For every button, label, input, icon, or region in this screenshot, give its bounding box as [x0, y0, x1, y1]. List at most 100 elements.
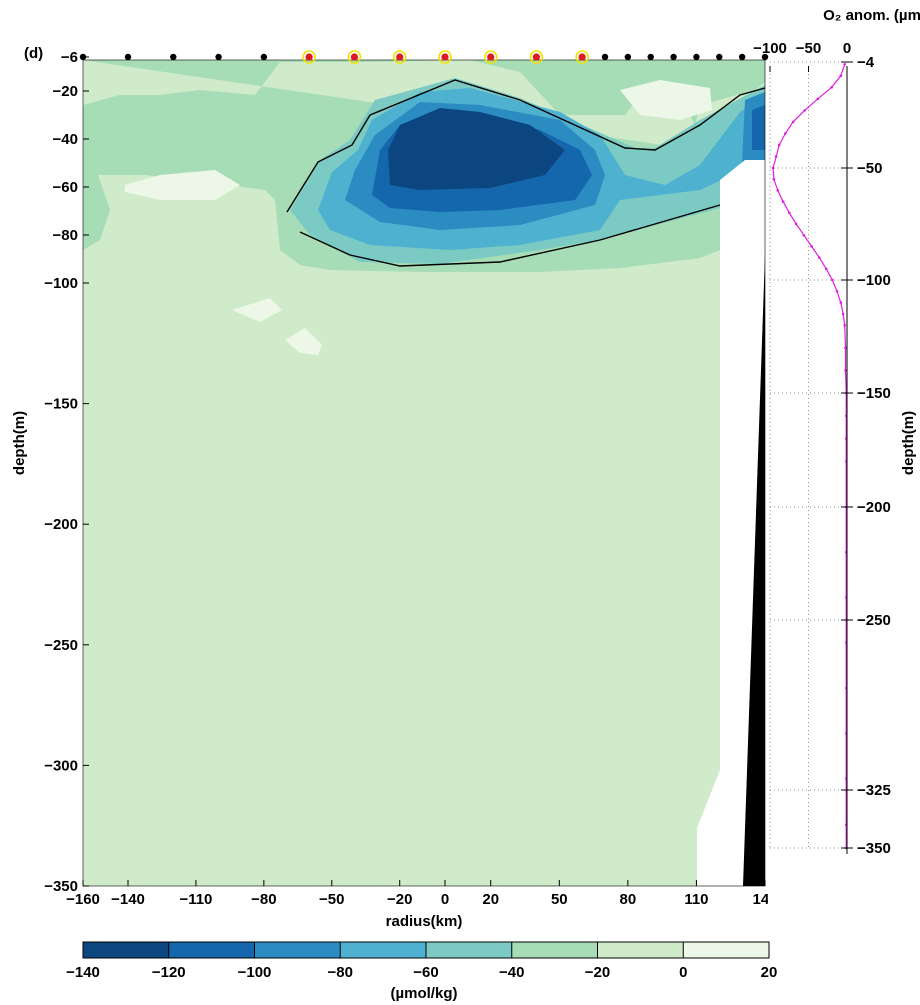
profile-point	[791, 120, 795, 124]
bottom-mask	[697, 160, 765, 886]
station-marker-highlighted	[350, 53, 359, 61]
profile-y-tick-label: −325	[857, 782, 891, 799]
colorbar-cell	[83, 942, 169, 958]
profile-x-tick-label: −100	[753, 40, 787, 57]
colorbar-cells	[83, 942, 769, 958]
plot-area-frame	[82, 59, 766, 887]
colorbar-tick-label: 20	[761, 964, 778, 981]
station-marker	[624, 53, 632, 61]
x-tick-label: 20	[482, 891, 499, 908]
y-tick-label: −150	[44, 396, 78, 413]
y-tick-label: −200	[44, 516, 78, 533]
colorbar-tick-label: −80	[328, 964, 353, 981]
station-marker-highlighted	[532, 53, 541, 61]
colorbar: −140 −120 −100 −80 −60 −40 −20 0 20 (µmol/kg)	[66, 941, 777, 1002]
y-tick-label: −20	[53, 83, 78, 100]
profile-point	[776, 189, 779, 192]
station-marker	[260, 53, 268, 61]
x-axis-label: radius(km)	[386, 913, 463, 930]
y-tick-label: −250	[44, 637, 78, 654]
station-highlight-ring	[392, 50, 407, 64]
station-marker	[738, 53, 746, 61]
profile-point	[843, 323, 846, 327]
colorbar-tick-label: −140	[66, 964, 100, 981]
anomaly-band-plus-patch-4	[285, 328, 322, 355]
station-highlight-ring	[483, 50, 498, 64]
station-highlight-ring	[302, 50, 316, 64]
profile-point	[839, 301, 843, 304]
profile-y-axis: −4 −50 −100 −150 −200 −250 −325 −350	[841, 54, 891, 857]
colorbar-tick-label: −40	[499, 964, 524, 981]
station-highlight-ring	[347, 50, 362, 64]
station-marker	[215, 53, 222, 61]
station-markers	[79, 50, 769, 64]
x-tick-label: 0	[441, 891, 449, 908]
x-tick-label: −110	[179, 891, 212, 908]
colorbar-tick-label: −120	[152, 964, 186, 981]
colorbar-cell	[511, 942, 598, 958]
profile-y-axis-label: depth(m)	[900, 411, 917, 475]
profile-plot-area	[768, 66, 847, 1005]
anomaly-band-plus-patch-3	[232, 298, 282, 322]
station-marker	[761, 53, 769, 61]
y-axis-label: depth(m)	[11, 411, 28, 475]
y-tick-label: −80	[53, 227, 78, 244]
x-tick-label: −160	[66, 891, 100, 908]
station-marker-highlighted	[396, 53, 404, 61]
station-marker	[647, 53, 654, 61]
profile-point	[816, 97, 820, 101]
anomaly-band-plus-patch-2	[620, 80, 712, 120]
colorbar-cell	[168, 942, 255, 958]
y-tick-label: −350	[44, 878, 78, 895]
colorbar-cell	[683, 942, 769, 958]
anomaly-band-plus-patch-1	[125, 170, 240, 200]
colorbar-ticks: −140 −120 −100 −80 −60 −40 −20 0 20	[66, 942, 777, 981]
station-marker	[79, 53, 87, 61]
profile-point	[831, 278, 834, 282]
profile-point	[817, 256, 821, 259]
y-tick-label: −40	[53, 131, 78, 148]
profile-point	[803, 109, 806, 112]
colorbar-tick-label: −100	[238, 964, 272, 981]
profile-point	[784, 132, 787, 135]
contour-panel: −160 −140 −110 −80 −50 −20 0 20 50 80 110 140 −6−20…	[11, 45, 778, 930]
profile-point	[844, 346, 847, 350]
colorbar-tick-label: −60	[413, 964, 438, 981]
profile-point	[841, 312, 845, 316]
x-tick-label: −80	[251, 891, 276, 908]
profile-x-tick-label: 0	[843, 40, 851, 57]
colorbar-label: (µmol/kg)	[391, 985, 458, 1002]
profile-point	[794, 222, 798, 226]
profile-grid	[769, 61, 848, 849]
panel-label: (d)	[24, 45, 43, 62]
y-tick-label: −300	[44, 757, 78, 774]
station-highlight-ring	[529, 50, 544, 64]
station-marker	[693, 53, 700, 61]
profile-point	[810, 245, 813, 248]
x-tick-label: 110	[684, 891, 708, 908]
station-marker	[124, 53, 132, 61]
colorbar-tick-label: −20	[585, 964, 610, 981]
colorbar-cell	[340, 942, 426, 958]
station-marker-highlighted	[305, 53, 313, 61]
profile-point	[839, 74, 843, 78]
colorbar-cell	[597, 942, 684, 958]
profile-point	[844, 369, 847, 372]
station-marker	[716, 53, 723, 61]
profile-title: O₂ anom. (µmol/kg)	[823, 7, 920, 24]
x-tick-label: 50	[551, 891, 568, 908]
x-tick-label: −50	[319, 891, 344, 908]
x-tick-label: −140	[111, 891, 145, 908]
x-axis: −160 −140 −110 −80 −50 −20 0 20 50 80 110 140	[66, 880, 778, 908]
profile-y-tick-label: −200	[857, 499, 891, 516]
station-marker	[601, 53, 609, 61]
station-marker-highlighted	[578, 53, 586, 61]
station-marker	[670, 53, 677, 61]
profile-point	[771, 166, 775, 170]
profile-point	[824, 267, 828, 271]
profile-point	[830, 86, 833, 89]
profile-point	[843, 63, 846, 66]
profile-point	[835, 290, 839, 293]
profile-point	[802, 233, 806, 237]
